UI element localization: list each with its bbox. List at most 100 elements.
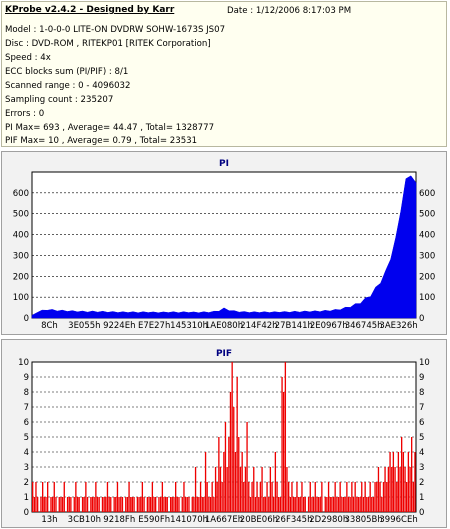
pi-y-tick-right: 500 xyxy=(419,210,435,220)
pif-bar xyxy=(140,497,142,512)
pif-bar xyxy=(233,407,235,512)
pif-y-tick-right: 3 xyxy=(419,463,424,473)
pif-bar xyxy=(254,497,257,512)
pif-bar xyxy=(332,497,335,512)
pif-y-tick-right: 8 xyxy=(419,388,424,398)
sampling-info: Sampling count : 235207 xyxy=(5,95,114,105)
pif-bar xyxy=(381,497,383,512)
pif-bar xyxy=(188,497,190,512)
pif-bar xyxy=(128,482,130,512)
errors-info: Errors : 0 xyxy=(5,109,45,119)
pif-bar xyxy=(206,482,208,512)
pi-y-tick-right: 200 xyxy=(419,272,435,282)
pif-bar xyxy=(342,497,345,512)
pif-y-tick-right: 1 xyxy=(419,493,424,503)
pi-y-tick-right: 300 xyxy=(419,251,435,261)
pif-bar xyxy=(90,497,92,512)
pi-x-tick: E7E27h xyxy=(138,321,170,331)
pif-bar xyxy=(362,497,365,512)
pif-bar xyxy=(171,497,173,512)
pif-bar xyxy=(387,467,390,512)
pif-bar xyxy=(40,497,42,512)
pif-bar xyxy=(356,497,358,512)
pif-bar xyxy=(359,497,361,512)
pif-bar xyxy=(284,362,287,512)
pif-y-tick-left: 4 xyxy=(24,448,29,458)
pif-bar xyxy=(404,467,406,512)
pif-x-tick: 26F345h xyxy=(275,515,312,525)
pif-bar xyxy=(264,497,267,512)
pif-bar xyxy=(397,452,400,512)
pif-bar xyxy=(35,482,37,512)
pif-bar xyxy=(274,452,277,512)
pif-bar xyxy=(336,497,338,512)
pif-bar xyxy=(316,497,318,512)
pif-x-tick: 1A667Eh xyxy=(205,515,243,525)
pif-y-tick-left: 5 xyxy=(24,433,29,443)
pif-bar xyxy=(369,482,371,512)
pif-bar xyxy=(327,482,330,512)
pi-y-tick-left: 200 xyxy=(13,272,29,282)
pif-bar xyxy=(66,497,69,512)
pif-bar xyxy=(175,482,177,512)
pi-y-tick-left: 500 xyxy=(13,210,29,220)
pif-bar xyxy=(392,452,395,512)
pif-bar xyxy=(138,497,140,512)
pif-bar xyxy=(256,482,258,512)
pif-bar xyxy=(178,497,180,512)
pif-bar xyxy=(339,482,341,512)
pif-bar xyxy=(371,497,373,512)
pif-bar xyxy=(366,497,368,512)
disc-info: Disc : DVD-ROM , RITEKP01 [RITEK Corpora… xyxy=(5,39,211,49)
pi-x-tick: 1AE080h xyxy=(205,321,243,331)
pif-x-tick: 9218Fh xyxy=(103,515,135,525)
pif-bar xyxy=(209,497,212,512)
pi-stats: PI Max= 693 , Average= 44.47 , Total= 13… xyxy=(5,123,215,133)
pif-bar xyxy=(50,497,52,512)
pif-x-tick: 141070h xyxy=(170,515,208,525)
pif-x-tick: 33805Bh xyxy=(345,515,383,525)
pi-y-tick-left: 400 xyxy=(13,231,29,241)
pif-bar xyxy=(384,467,386,512)
pif-bar xyxy=(32,482,34,512)
pif-bar xyxy=(312,497,315,512)
pi-y-tick-left: 600 xyxy=(13,189,29,199)
pif-bar xyxy=(199,482,202,512)
pif-bar xyxy=(81,497,84,512)
pif-bar xyxy=(347,497,350,512)
pif-bar xyxy=(155,497,157,512)
pif-bar xyxy=(293,497,295,512)
pi-series-area xyxy=(31,175,417,319)
pif-bar xyxy=(226,467,228,512)
pif-y-tick-right: 10 xyxy=(419,358,430,368)
pif-bar xyxy=(331,497,333,512)
pif-bar xyxy=(299,497,301,512)
pif-y-tick-left: 9 xyxy=(24,373,29,383)
pif-bar xyxy=(93,497,95,512)
pif-bar xyxy=(361,482,363,512)
pif-bar xyxy=(341,497,343,512)
pif-bar xyxy=(208,497,210,512)
pif-bar xyxy=(83,497,85,512)
pif-bar xyxy=(153,497,155,512)
pif-bar xyxy=(161,482,164,512)
pif-bar xyxy=(101,497,104,512)
pif-bar xyxy=(246,422,248,512)
pif-bar xyxy=(86,497,89,512)
pif-bar xyxy=(186,497,188,512)
pif-bar xyxy=(352,497,355,512)
pif-bar xyxy=(76,497,79,512)
pif-bar xyxy=(194,467,197,512)
pif-bar xyxy=(259,482,262,512)
pi-y-tick-right: 0 xyxy=(419,314,424,324)
pif-y-tick-right: 4 xyxy=(419,448,424,458)
pif-bar xyxy=(396,482,398,512)
pif-bar xyxy=(165,497,167,512)
pif-bar xyxy=(63,482,65,512)
pif-bar xyxy=(311,497,313,512)
pif-bar xyxy=(224,422,227,512)
pif-bar xyxy=(126,497,129,512)
pif-bar xyxy=(409,467,411,512)
pif-y-tick-left: 6 xyxy=(24,418,29,428)
pif-bar xyxy=(326,497,328,512)
